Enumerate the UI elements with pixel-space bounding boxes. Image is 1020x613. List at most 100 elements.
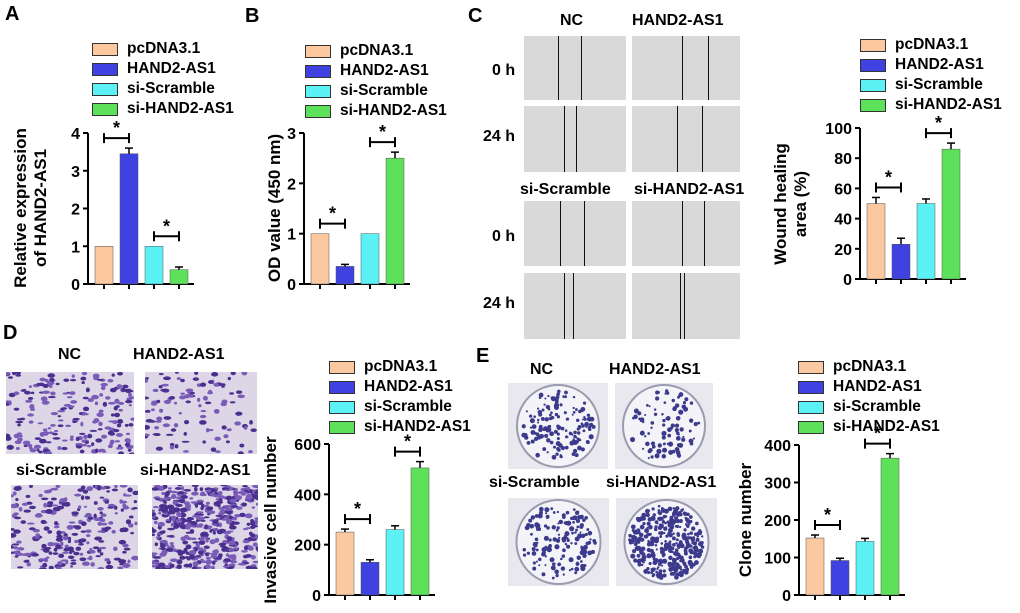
bar-pcDNA3.1	[310, 233, 330, 285]
legend-swatch	[798, 380, 824, 394]
significance-star: *	[379, 122, 386, 142]
y-tick-label: 3	[287, 126, 296, 143]
c-label-nc: NC	[560, 12, 584, 29]
legend-label: si-HAND2-AS1	[127, 100, 234, 117]
legend-item: HAND2-AS1	[305, 61, 447, 81]
legend-item: HAND2-AS1	[798, 377, 940, 397]
colony-image-hand2	[615, 383, 713, 469]
legend-item: si-Scramble	[329, 397, 471, 417]
legend-item: si-Scramble	[305, 81, 447, 101]
colony-image-sihand2	[616, 498, 717, 586]
legend-label: pcDNA3.1	[127, 40, 201, 57]
y-tick-label: 300	[764, 476, 791, 493]
colony-image-siscramble	[508, 498, 609, 586]
legend-label: HAND2-AS1	[895, 56, 984, 73]
bar-si-Scramble	[144, 246, 164, 285]
y-tick-label: 100	[764, 551, 791, 568]
legend-item: si-HAND2-AS1	[92, 99, 234, 119]
legend-d: pcDNA3.1 HAND2-AS1 si-Scramble si-HAND2-AS1	[329, 357, 471, 437]
bar-si-HAND2-AS1	[169, 269, 189, 285]
y-tick-label: 0	[287, 277, 296, 294]
y-tick-label: 20	[834, 242, 852, 259]
bar-si-Scramble	[385, 529, 405, 596]
legend-swatch	[329, 360, 355, 374]
legend-label: si-Scramble	[340, 82, 428, 99]
wound-image-sihand2-0h	[632, 201, 740, 266]
legend-item: HAND2-AS1	[92, 59, 234, 79]
panel-letter-b: B	[245, 5, 260, 27]
panel-letter-c: C	[468, 5, 483, 27]
legend-swatch	[860, 98, 886, 112]
c-label-siscramble: si-Scramble	[520, 181, 611, 198]
e-label-sihand2: si-HAND2-AS1	[606, 474, 717, 491]
d-label-sihand2: si-HAND2-AS1	[140, 462, 251, 479]
bar-si-HAND2-AS1	[410, 467, 430, 596]
y-tick-label: 0	[71, 277, 80, 294]
legend-label: si-Scramble	[895, 76, 983, 93]
bar-HAND2-AS1	[360, 562, 380, 596]
y-tick-label: 80	[834, 151, 852, 168]
legend-label: si-HAND2-AS1	[364, 418, 471, 435]
legend-item: pcDNA3.1	[860, 35, 1002, 55]
legend-swatch	[798, 420, 824, 434]
y-tick-label: 0	[843, 272, 852, 289]
e-label-nc: NC	[530, 361, 554, 378]
invasion-image-sihand2	[152, 485, 258, 569]
c-row-label-1: 0 h	[492, 62, 516, 79]
wound-image-nc-24h	[524, 106, 626, 172]
d-label-hand2: HAND2-AS1	[133, 346, 225, 363]
y-tick-label: 1	[287, 227, 296, 244]
legend-item: si-Scramble	[92, 79, 234, 99]
legend-item: pcDNA3.1	[305, 41, 447, 61]
panel-letter-a: A	[5, 3, 20, 25]
legend-swatch	[798, 400, 824, 414]
legend-label: HAND2-AS1	[340, 62, 429, 79]
y-axis-label: Clone number	[736, 462, 755, 577]
legend-item: pcDNA3.1	[798, 357, 940, 377]
bar-pcDNA3.1	[805, 537, 825, 596]
legend-swatch	[92, 42, 118, 56]
panel-letter-e: E	[476, 345, 490, 367]
wound-image-nc-0h	[524, 36, 626, 100]
bar-si-Scramble	[360, 233, 380, 285]
y-tick-label: 1	[71, 239, 80, 256]
legend-swatch	[860, 78, 886, 92]
legend-label: HAND2-AS1	[127, 60, 216, 77]
d-label-siscramble: si-Scramble	[16, 462, 107, 479]
legend-b: pcDNA3.1 HAND2-AS1 si-Scramble si-HAND2-AS1	[305, 41, 447, 121]
bar-si-Scramble	[916, 203, 936, 280]
significance-star: *	[113, 118, 120, 138]
legend-swatch	[329, 380, 355, 394]
d-label-nc: NC	[58, 346, 82, 363]
legend-a: pcDNA3.1 HAND2-AS1 si-Scramble si-HAND2-AS1	[92, 39, 234, 119]
bar-pcDNA3.1	[866, 203, 886, 280]
legend-swatch	[305, 44, 331, 58]
bar-HAND2-AS1	[119, 153, 139, 285]
panel-letter-d: D	[3, 322, 18, 344]
significance-star: *	[329, 204, 336, 224]
y-tick-label: 600	[294, 437, 321, 454]
legend-e: pcDNA3.1 HAND2-AS1 si-Scramble si-HAND2-AS1	[798, 357, 940, 437]
legend-item: HAND2-AS1	[329, 377, 471, 397]
bar-HAND2-AS1	[335, 266, 355, 285]
wound-image-siscramble-0h	[524, 201, 626, 266]
legend-swatch	[92, 102, 118, 116]
legend-label: pcDNA3.1	[340, 42, 414, 59]
legend-swatch	[305, 104, 331, 118]
legend-item: si-HAND2-AS1	[305, 101, 447, 121]
wound-image-siscramble-24h	[524, 273, 626, 339]
legend-item: pcDNA3.1	[329, 357, 471, 377]
bar-si-HAND2-AS1	[385, 157, 405, 285]
legend-label: si-HAND2-AS1	[340, 102, 447, 119]
legend-item: si-HAND2-AS1	[798, 417, 940, 437]
c-row-label-2: 24 h	[483, 128, 516, 145]
legend-swatch	[305, 64, 331, 78]
y-axis-label: Relative expressionof HAND2-AS1	[11, 128, 50, 288]
bar-pcDNA3.1	[335, 531, 355, 596]
significance-star: *	[935, 113, 942, 133]
y-axis-label: OD value (450 nm)	[265, 134, 284, 282]
legend-item: pcDNA3.1	[92, 39, 234, 59]
y-tick-label: 2	[71, 202, 80, 219]
legend-label: pcDNA3.1	[833, 358, 907, 375]
